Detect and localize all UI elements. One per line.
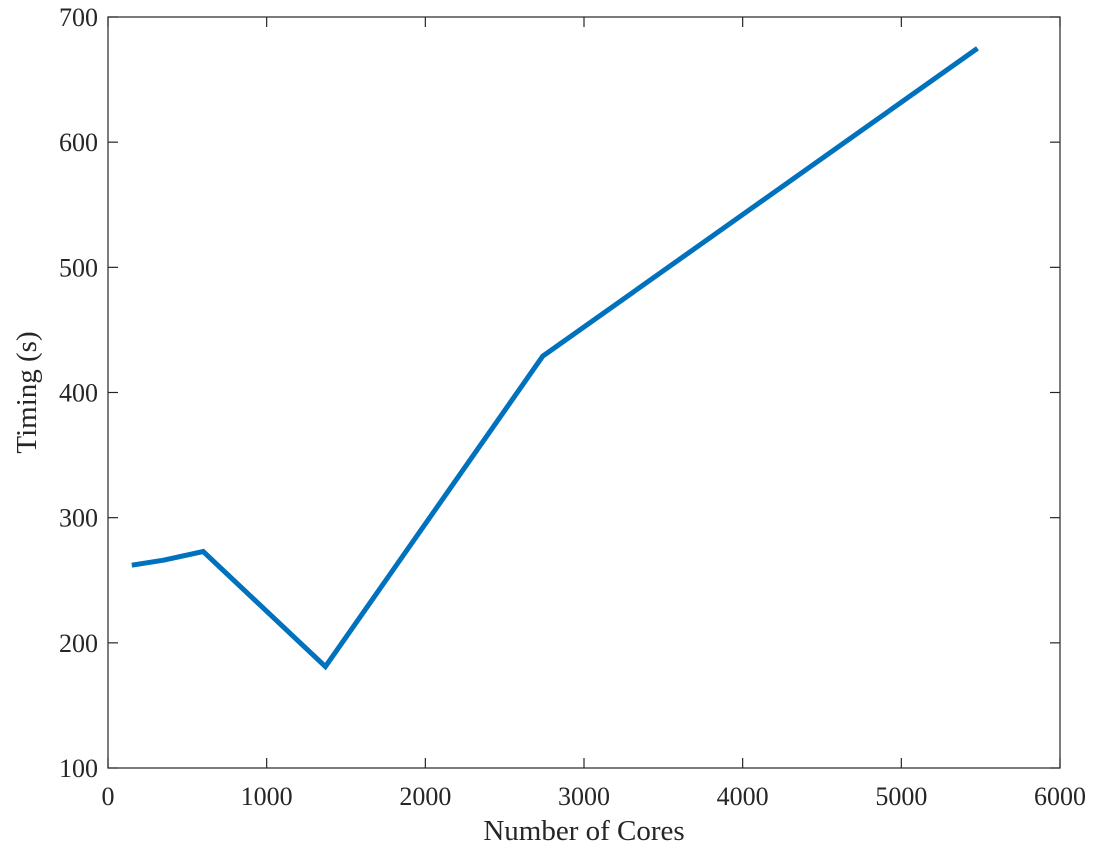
- x-tick-label: 1000: [241, 782, 293, 811]
- series-layer: [131, 46, 979, 671]
- y-axis-title: Timing (s): [11, 331, 43, 453]
- y-tick-label: 300: [59, 504, 98, 533]
- tick-labels-layer: 0 1000 2000 3000 4000 5000 6000 100 200 300 400 500…: [59, 3, 1086, 811]
- x-tick-label: 0: [102, 782, 115, 811]
- plot-area-frame: [107, 16, 1061, 769]
- x-axis-title: Number of Cores: [483, 815, 684, 847]
- timing-series-line: [131, 46, 979, 671]
- x-tick-label: 4000: [717, 782, 769, 811]
- y-tick-label: 600: [59, 128, 98, 157]
- y-tick-label: 100: [59, 754, 98, 783]
- y-tick-label: 500: [59, 253, 98, 282]
- y-tick-label: 200: [59, 629, 98, 658]
- x-tick-label: 5000: [875, 782, 927, 811]
- x-tick-label: 3000: [558, 782, 610, 811]
- x-tick-label: 6000: [1034, 782, 1086, 811]
- y-tick-label: 700: [59, 3, 98, 32]
- y-tick-label: 400: [59, 379, 98, 408]
- x-tick-label: 2000: [399, 782, 451, 811]
